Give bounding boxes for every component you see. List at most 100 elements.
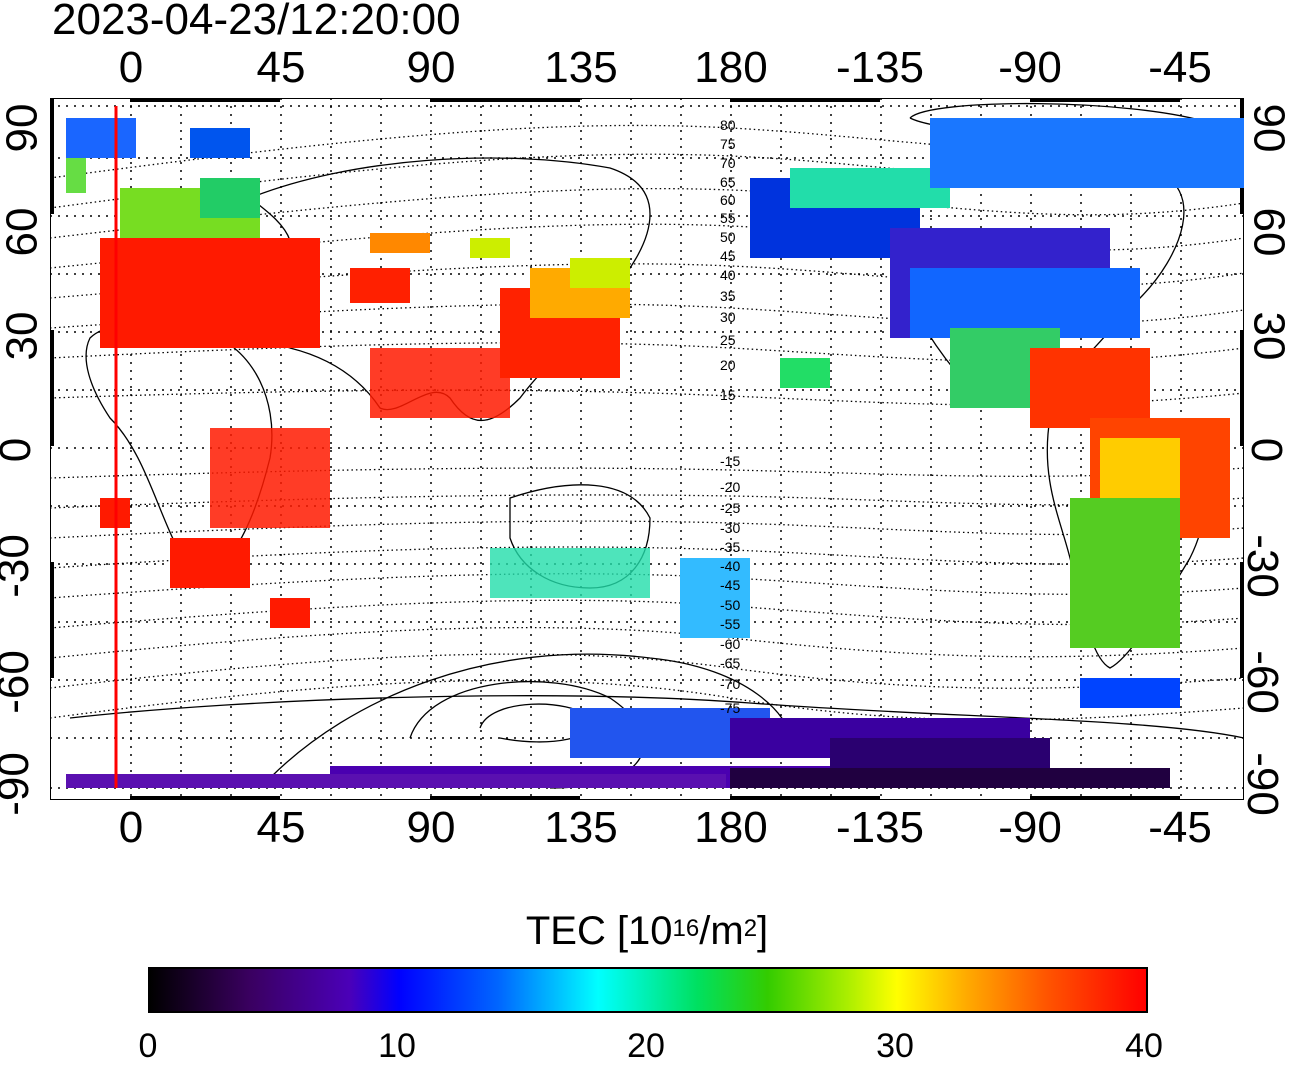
contour-label: -25 — [720, 500, 740, 516]
tec-patch — [1080, 678, 1180, 708]
bottom-tick: 90 — [406, 803, 456, 852]
contour-label: -40 — [720, 558, 740, 574]
tec-patch — [66, 158, 86, 193]
top-tick: 180 — [694, 43, 768, 92]
left-tick: -30 — [0, 534, 38, 598]
tec-data — [66, 118, 1244, 788]
left-tick: 30 — [0, 311, 47, 361]
bottom-tick: 135 — [544, 803, 618, 852]
colorbar-title-mid: /m — [699, 909, 744, 953]
left-tick: -90 — [0, 752, 38, 816]
tec-patch — [170, 538, 250, 588]
tec-patch — [200, 178, 260, 218]
tec-patch — [100, 238, 320, 348]
colorbar-title-exp2: 2 — [743, 915, 758, 942]
colorbar-title-exp1: 16 — [672, 915, 700, 942]
contour-label: 65 — [720, 174, 736, 190]
contour-label: 60 — [720, 192, 736, 208]
contour-label: 55 — [720, 210, 736, 226]
colorbar-title-suffix: ] — [757, 909, 769, 953]
colorbar-tick: 30 — [876, 1027, 914, 1065]
right-tick: -60 — [1237, 650, 1287, 714]
colorbar-title-prefix: TEC [10 — [525, 909, 673, 953]
contour-label: 50 — [720, 229, 736, 245]
contour-label: 75 — [720, 136, 736, 152]
contour-label: 20 — [720, 357, 736, 373]
colorbar-title: TEC [1016/m2] — [0, 907, 1294, 955]
tec-patch — [190, 128, 250, 158]
bottom-tick: 0 — [118, 803, 144, 852]
right-tick: 30 — [1244, 311, 1294, 361]
contour-label: -75 — [720, 700, 740, 716]
colorbar-tick: 0 — [138, 1027, 158, 1065]
top-tick: 135 — [544, 43, 618, 92]
contour-label: 35 — [720, 288, 736, 304]
top-tick: 90 — [406, 43, 456, 92]
axis-bars — [50, 98, 1244, 800]
tec-patch — [1070, 498, 1180, 648]
contour-label: 40 — [720, 267, 736, 283]
tec-patch — [570, 258, 630, 288]
contour-label: -55 — [720, 616, 740, 632]
contour-label: 70 — [720, 155, 736, 171]
tec-patch — [830, 738, 1050, 768]
tec-patch — [370, 233, 430, 253]
tec-patch — [470, 238, 510, 258]
left-tick: 0 — [0, 438, 40, 462]
bottom-tick: -45 — [1148, 803, 1212, 852]
top-tick: -90 — [998, 43, 1062, 92]
top-tick: -45 — [1148, 43, 1212, 92]
tec-patch — [1030, 348, 1150, 428]
contour-label: 25 — [720, 332, 736, 348]
tec-patch — [370, 348, 510, 418]
right-tick: 0 — [1242, 437, 1292, 463]
contour-label: -70 — [720, 676, 740, 692]
contour-label: -20 — [720, 479, 740, 495]
tec-patch — [730, 768, 1170, 788]
contour-label: -60 — [720, 636, 740, 652]
left-tick: 90 — [0, 103, 47, 153]
tec-patch — [1100, 438, 1180, 498]
bottom-tick: 180 — [694, 803, 768, 852]
contour-label: 15 — [720, 387, 736, 403]
contour-label: -65 — [720, 655, 740, 671]
bottom-tick: 45 — [256, 803, 306, 852]
colorbar-tick: 40 — [1125, 1027, 1163, 1065]
right-tick: -30 — [1237, 534, 1287, 598]
left-tick: 60 — [0, 207, 47, 257]
contour-label: -45 — [720, 577, 740, 593]
tec-patch — [490, 548, 650, 598]
contour-label: -50 — [720, 597, 740, 613]
contour-label: 30 — [720, 309, 736, 325]
tec-map: 80 75 70 65 60 55 50 45 40 35 30 25 20 1… — [50, 98, 1244, 800]
contour-label: 80 — [720, 117, 736, 133]
timestamp-title: 2023-04-23/12:20:00 — [52, 0, 461, 44]
grid — [50, 98, 1244, 800]
bottom-tick: -135 — [835, 803, 925, 852]
contour-label: 45 — [720, 248, 736, 264]
tec-patch — [780, 358, 830, 388]
top-tick: 0 — [118, 43, 144, 92]
right-tick: 60 — [1244, 207, 1294, 257]
left-tick: -60 — [0, 650, 38, 714]
colorbar-tick: 10 — [378, 1027, 416, 1065]
contour-label: -15 — [720, 453, 740, 469]
bottom-tick: -90 — [998, 803, 1062, 852]
top-tick: 45 — [256, 43, 306, 92]
tec-patch — [66, 118, 136, 158]
right-tick: 90 — [1244, 103, 1294, 153]
tec-patch — [910, 268, 1140, 338]
tec-patch — [66, 774, 726, 788]
contour-label: -35 — [720, 539, 740, 555]
tec-patch — [680, 558, 750, 638]
tec-patch — [210, 428, 330, 528]
tec-patch — [350, 268, 410, 303]
right-tick: -90 — [1237, 752, 1287, 816]
colorbar — [148, 967, 1148, 1013]
contour-label-group: 80 75 70 65 60 55 50 45 40 35 30 25 20 1… — [720, 117, 740, 716]
tec-patch — [790, 168, 950, 208]
tec-patch — [270, 598, 310, 628]
top-tick: -135 — [835, 43, 925, 92]
colorbar-tick: 20 — [627, 1027, 665, 1065]
contour-label: -30 — [720, 520, 740, 536]
